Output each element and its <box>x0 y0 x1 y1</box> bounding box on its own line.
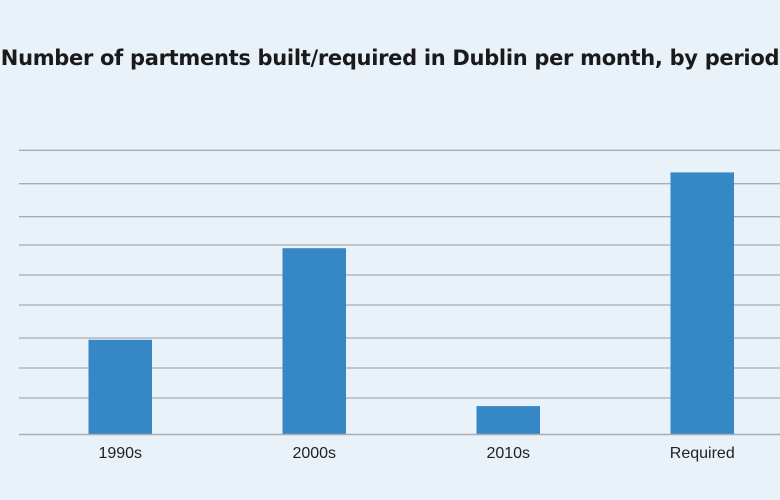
bar-2000s <box>282 248 346 435</box>
bar-required <box>670 172 734 435</box>
bar-2010s <box>476 406 540 435</box>
chart-title: Number of partments built/required in Du… <box>0 46 780 70</box>
x-tick-label: 1990s <box>98 445 142 462</box>
x-tick-label: 2010s <box>486 445 530 462</box>
x-tick-label: Required <box>670 445 735 462</box>
x-tick-label: 2000s <box>292 445 336 462</box>
bar-1990s <box>88 339 152 435</box>
